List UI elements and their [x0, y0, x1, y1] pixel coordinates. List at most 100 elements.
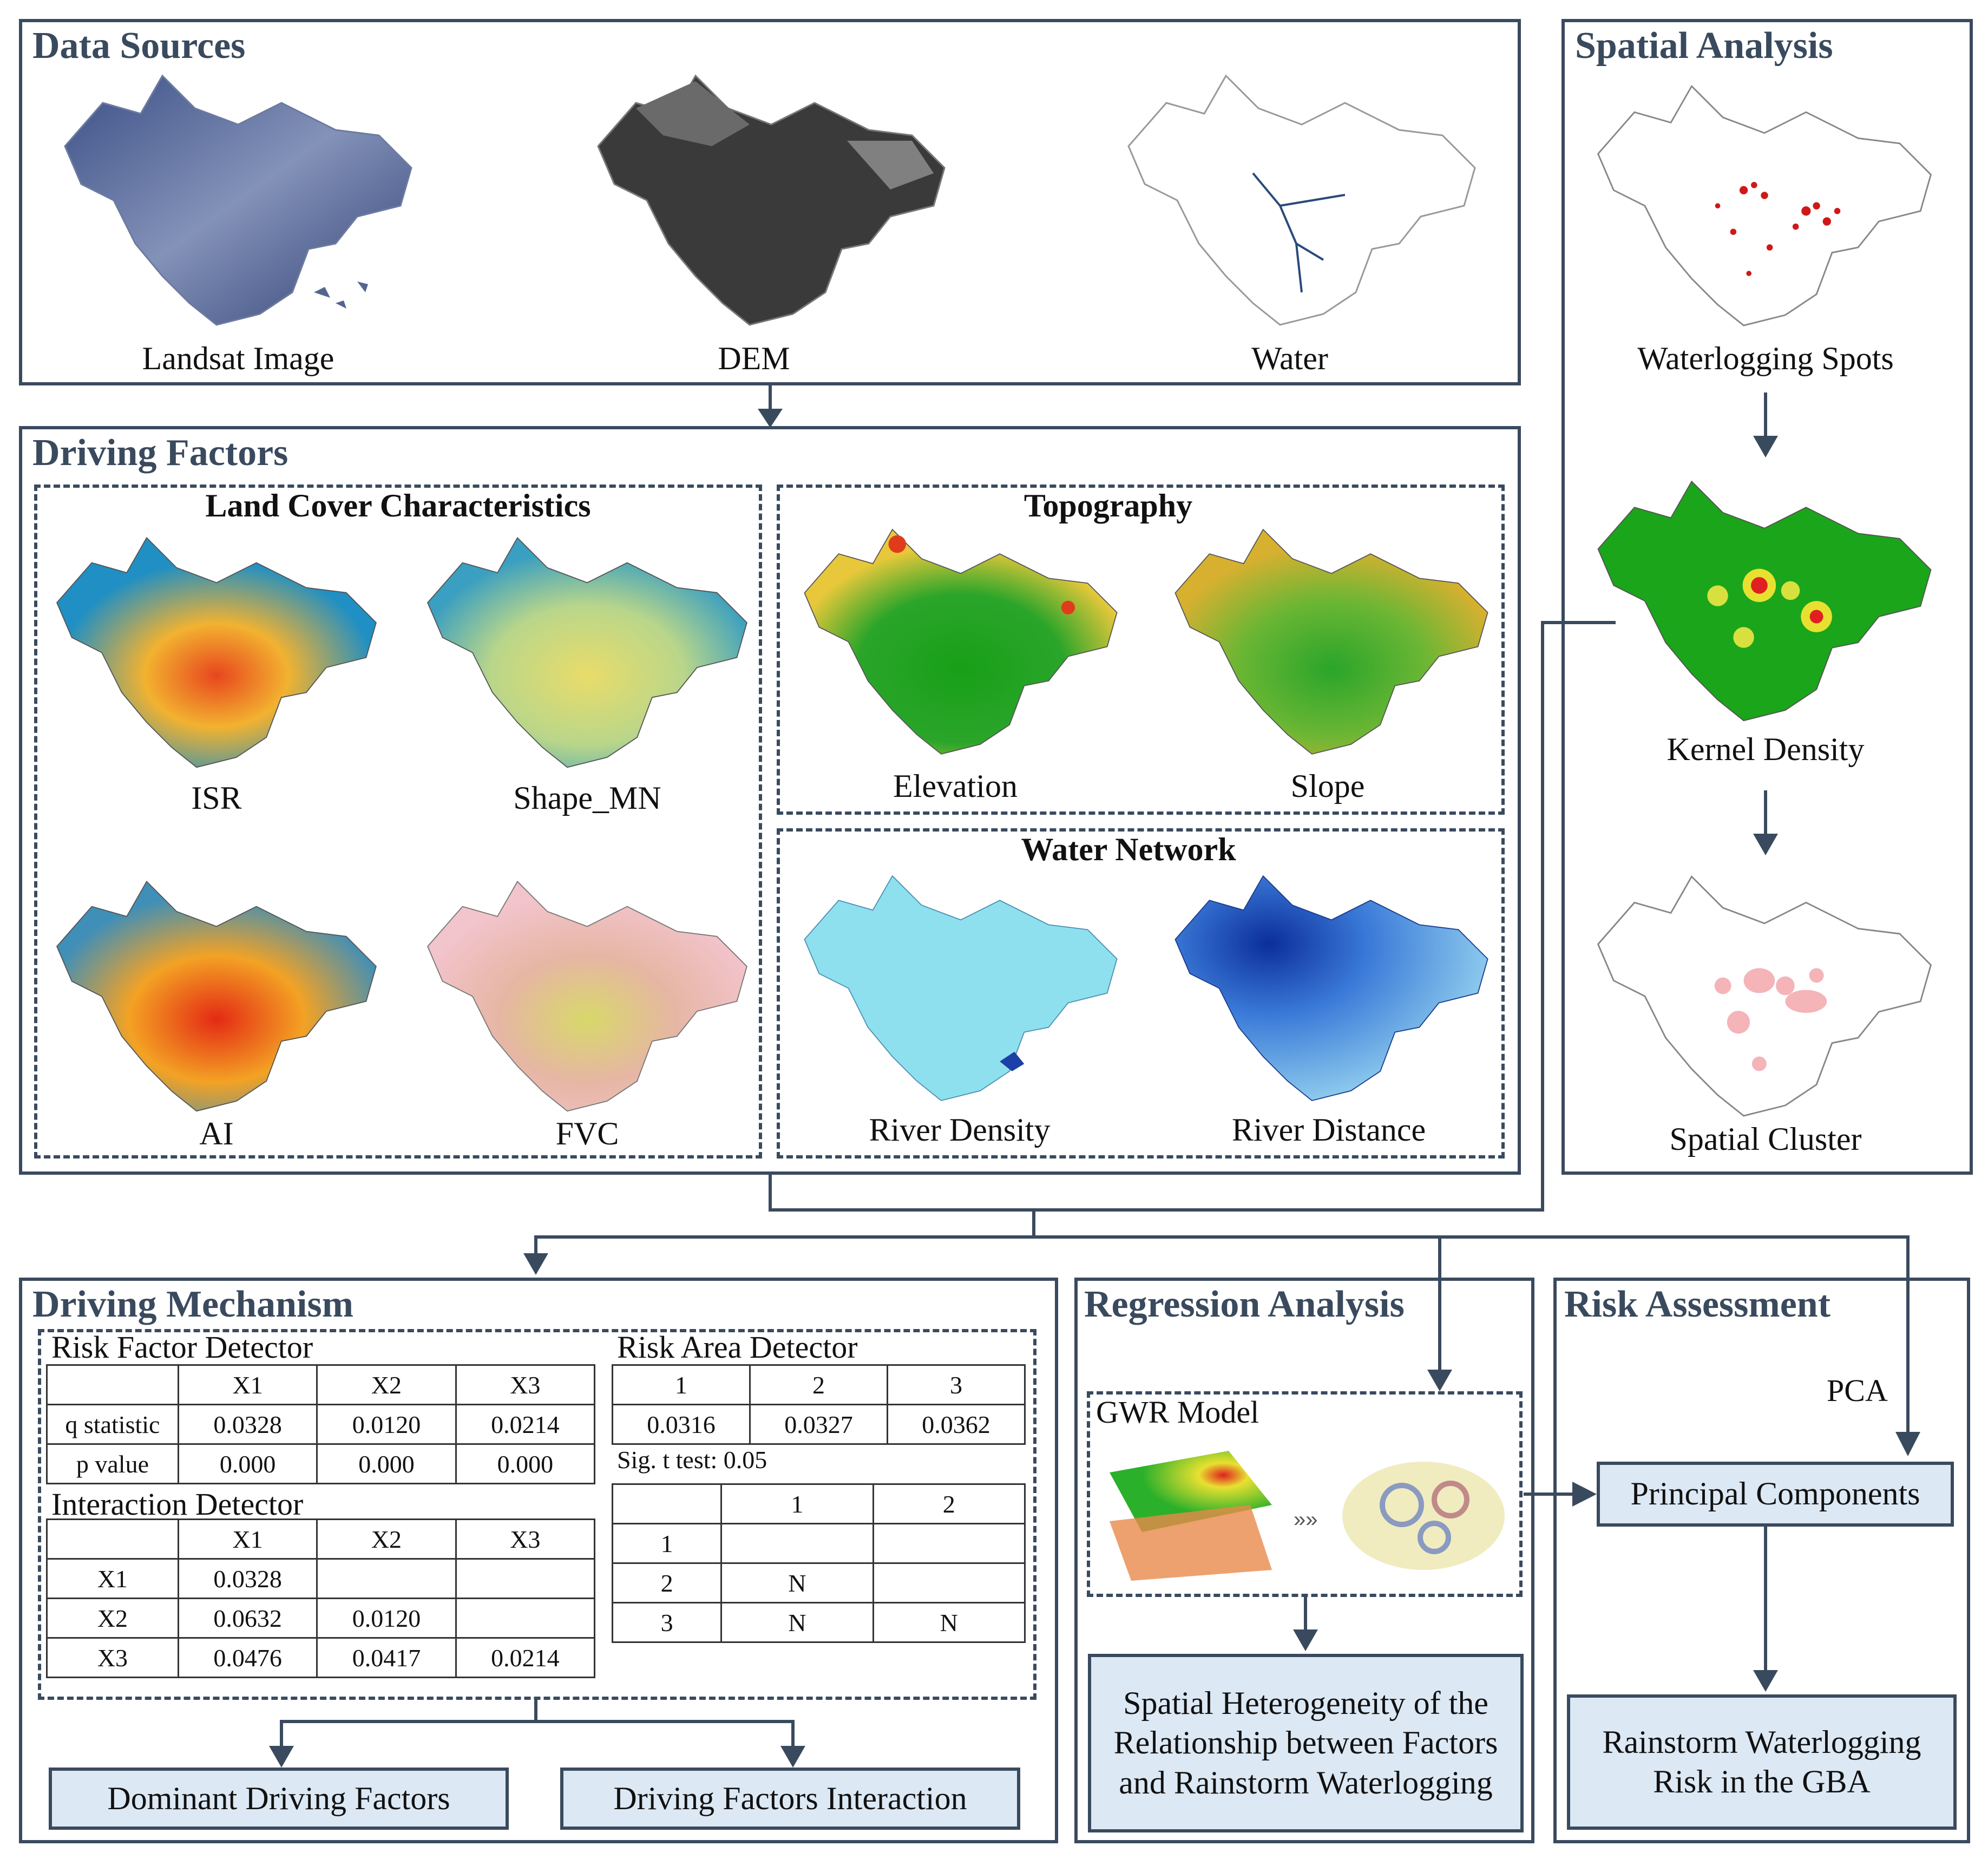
- driving-mechanism-title: Driving Mechanism: [32, 1284, 354, 1325]
- detectors-group: [38, 1329, 1036, 1700]
- line-factors-merge: [769, 621, 1616, 1212]
- id-cell: 0.0120: [316, 1598, 457, 1639]
- sig-cell: [872, 1562, 1026, 1603]
- rf-cell: 0.000: [316, 1443, 457, 1484]
- id-cell: 0.0476: [177, 1637, 318, 1678]
- id-cell: [455, 1558, 596, 1599]
- spatial-analysis-panel: [1561, 19, 1973, 1175]
- river-distance-map: [1175, 875, 1488, 1101]
- rf-cell: q statistic: [46, 1404, 179, 1445]
- id-cell: X3: [46, 1637, 179, 1678]
- id-header: X1: [177, 1518, 318, 1560]
- river-distance-label: River Distance: [1231, 1112, 1426, 1148]
- rainstorm-risk-box: Rainstorm Waterlogging Risk in the GBA: [1567, 1694, 1957, 1830]
- dem-map: [597, 74, 946, 326]
- driving-factors-title: Driving Factors: [32, 432, 288, 474]
- sig-t-test-note: Sig. t test: 0.05: [617, 1446, 767, 1474]
- slope-label: Slope: [1290, 768, 1365, 804]
- sig-cell: 1: [611, 1523, 723, 1564]
- slope-map: [1175, 528, 1488, 755]
- river-density-label: River Density: [869, 1112, 1051, 1148]
- spatial-cluster-map: [1597, 875, 1932, 1117]
- id-cell: 0.0214: [455, 1637, 596, 1678]
- rf-cell: 0.0214: [455, 1404, 596, 1445]
- shape-mn-map: [427, 536, 747, 768]
- risk-area-table: 1 2 3 0.0316 0.0327 0.0362: [612, 1364, 1026, 1445]
- risk-factor-detector-title: Risk Factor Detector: [51, 1330, 313, 1365]
- sig-cell: 2: [611, 1562, 723, 1603]
- rf-header-3: X3: [455, 1364, 596, 1405]
- sig-cell: 3: [611, 1602, 723, 1643]
- landsat-image-label: Landsat Image: [142, 341, 334, 376]
- ra-header-1: 2: [749, 1364, 888, 1405]
- sig-header: 1: [720, 1483, 874, 1524]
- rf-cell: 0.0328: [177, 1404, 318, 1445]
- dominant-driving-factors-box: Dominant Driving Factors: [49, 1768, 509, 1830]
- regression-analysis-title: Regression Analysis: [1084, 1284, 1405, 1325]
- fvc-map: [427, 880, 747, 1112]
- water-network-title: Water Network: [1021, 832, 1236, 867]
- ra-value: 0.0327: [749, 1404, 888, 1445]
- id-header: X3: [455, 1518, 596, 1560]
- elevation-map: [804, 528, 1118, 755]
- water-label: Water: [1251, 341, 1328, 376]
- fvc-label: FVC: [555, 1116, 619, 1151]
- driving-factors-panel: [19, 426, 1521, 1175]
- id-cell: 0.0417: [316, 1637, 457, 1678]
- topography-group: [777, 485, 1505, 815]
- water-map: [1127, 74, 1476, 326]
- id-cell: [316, 1558, 457, 1599]
- kernel-density-label: Kernel Density: [1666, 731, 1865, 767]
- sig-header: 2: [872, 1483, 1026, 1524]
- risk-assessment-title: Risk Assessment: [1564, 1284, 1831, 1325]
- pca-label: PCA: [1827, 1373, 1888, 1408]
- sig-cell: N: [872, 1602, 1026, 1643]
- ra-header-0: 1: [612, 1364, 751, 1405]
- regression-analysis-panel: [1074, 1278, 1534, 1843]
- interaction-detector-title: Interaction Detector: [51, 1487, 304, 1522]
- driving-factors-interaction-box: Driving Factors Interaction: [560, 1768, 1020, 1830]
- rf-cell: 0.000: [177, 1443, 318, 1484]
- id-header: X2: [316, 1518, 457, 1560]
- sig-cell: [872, 1523, 1026, 1564]
- id-cell: [455, 1598, 596, 1639]
- spatial-analysis-title: Spatial Analysis: [1575, 25, 1833, 67]
- rf-cell: 0.000: [455, 1443, 596, 1484]
- data-sources-panel: [19, 19, 1521, 385]
- gwr-model-illustration: »»: [1110, 1451, 1505, 1581]
- rf-cell: p value: [46, 1443, 179, 1484]
- line-to-risk: [1034, 1235, 1910, 1435]
- elevation-label: Elevation: [893, 768, 1018, 804]
- line-to-dominant: [280, 1700, 537, 1749]
- rf-cell: 0.0120: [316, 1404, 457, 1445]
- land-cover-group: [34, 485, 762, 1158]
- isr-map: [56, 536, 377, 768]
- sig-header: [611, 1483, 723, 1524]
- line-to-interaction: [536, 1720, 795, 1749]
- water-network-group: [777, 828, 1505, 1158]
- dem-label: DEM: [718, 341, 790, 376]
- sig-cell: N: [720, 1602, 874, 1643]
- interaction-table: X1 X2 X3 X1 0.0328 X2 0.0632 0.0120 X3 0…: [46, 1518, 596, 1678]
- risk-assessment-panel: [1553, 1278, 1970, 1843]
- ra-value: 0.0316: [612, 1404, 751, 1445]
- id-cell: 0.0632: [177, 1598, 318, 1639]
- id-cell: 0.0328: [177, 1558, 318, 1599]
- shape-mn-label: Shape_MN: [513, 780, 661, 816]
- principal-components-box: Principal Components: [1597, 1462, 1954, 1527]
- rf-header-2: X2: [316, 1364, 457, 1405]
- driving-mechanism-panel: [19, 1278, 1058, 1843]
- land-cover-title: Land Cover Characteristics: [205, 488, 591, 523]
- risk-area-sig-table: 1 2 1 2 N 3 N N: [611, 1483, 1026, 1643]
- ai-label: AI: [199, 1116, 234, 1151]
- kernel-density-map: [1597, 480, 1932, 722]
- waterlogging-spots-label: Waterlogging Spots: [1637, 341, 1894, 376]
- ra-header-2: 3: [887, 1364, 1026, 1405]
- line-to-mechanism: [534, 1210, 1035, 1256]
- id-cell: X1: [46, 1558, 179, 1599]
- id-cell: X2: [46, 1598, 179, 1639]
- risk-area-detector-title: Risk Area Detector: [617, 1330, 858, 1365]
- id-header: [46, 1518, 179, 1560]
